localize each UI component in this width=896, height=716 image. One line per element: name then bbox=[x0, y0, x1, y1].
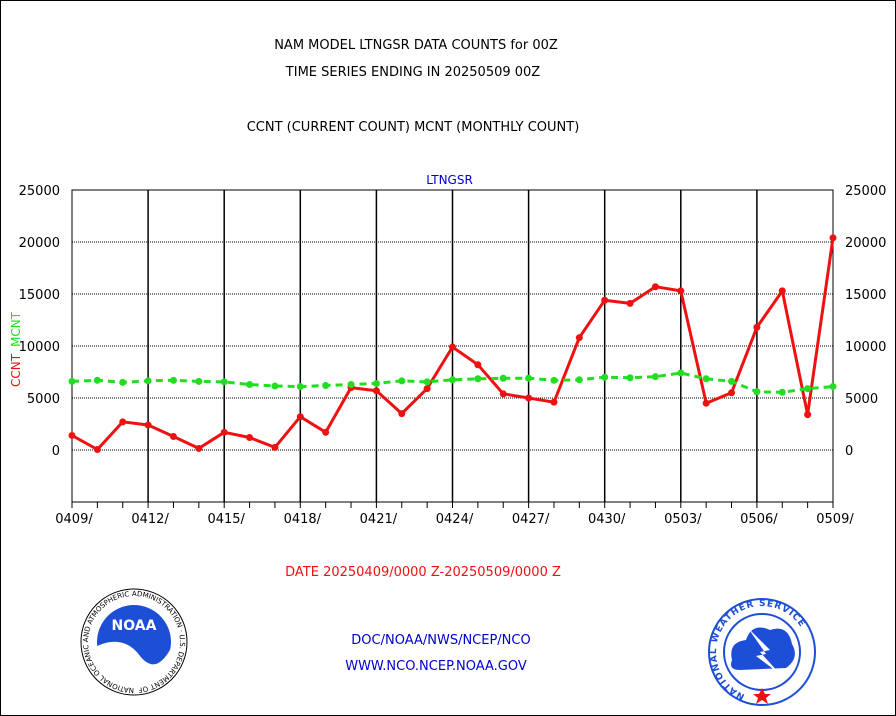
data-point-ccnt bbox=[398, 410, 406, 418]
y-tick-label-left: 0 bbox=[52, 444, 60, 459]
data-point-ccnt bbox=[246, 434, 254, 442]
data-point-ccnt bbox=[702, 399, 710, 407]
x-tick-label: 0506/ bbox=[740, 512, 778, 527]
data-point-ccnt bbox=[829, 234, 837, 242]
data-point-mcnt bbox=[651, 373, 659, 381]
data-point-mcnt bbox=[347, 380, 355, 388]
noaa-logo-bird bbox=[96, 641, 171, 685]
chart-subtitle: CCNT (CURRENT COUNT) MCNT (MONTHLY COUNT… bbox=[246, 120, 580, 135]
data-point-ccnt bbox=[220, 428, 228, 436]
data-point-mcnt bbox=[220, 378, 228, 386]
y-tick-label-left: 25000 bbox=[19, 184, 60, 199]
data-point-ccnt bbox=[271, 443, 279, 451]
data-point-ccnt bbox=[296, 413, 304, 421]
data-point-ccnt bbox=[93, 445, 101, 453]
data-point-mcnt bbox=[778, 388, 786, 396]
data-point-ccnt bbox=[68, 431, 76, 439]
y-tick-label-right: 10000 bbox=[845, 340, 886, 355]
x-tick-label: 0424/ bbox=[436, 512, 474, 527]
y-tick-label-right: 15000 bbox=[845, 288, 886, 303]
data-point-ccnt bbox=[169, 432, 177, 440]
data-point-ccnt bbox=[372, 387, 380, 395]
data-point-mcnt bbox=[525, 374, 533, 382]
data-point-mcnt bbox=[144, 377, 152, 385]
y-tick-label-right: 20000 bbox=[845, 236, 886, 251]
x-tick-label: 0412/ bbox=[131, 512, 169, 527]
y-tick-label-right: 25000 bbox=[845, 184, 886, 199]
data-point-mcnt bbox=[626, 374, 634, 382]
data-point-mcnt bbox=[449, 376, 456, 384]
data-point-mcnt bbox=[575, 376, 583, 384]
x-tick-label: 0427/ bbox=[512, 512, 550, 527]
y-axis-label: CCNT MCNT bbox=[9, 311, 23, 387]
data-point-ccnt bbox=[575, 334, 583, 342]
data-point-ccnt bbox=[322, 428, 330, 436]
data-point-ccnt bbox=[601, 296, 609, 304]
data-point-mcnt bbox=[246, 380, 254, 388]
y-tick-label-left: 10000 bbox=[19, 340, 60, 355]
data-point-ccnt bbox=[753, 323, 761, 331]
data-point-mcnt bbox=[474, 375, 482, 383]
data-point-ccnt bbox=[474, 361, 482, 369]
data-point-mcnt bbox=[829, 383, 837, 391]
data-point-mcnt bbox=[322, 382, 330, 390]
nws-logo-star bbox=[753, 688, 771, 704]
data-point-ccnt bbox=[449, 343, 456, 351]
data-point-mcnt bbox=[804, 385, 812, 393]
plot-title: LTNGSR bbox=[426, 173, 473, 187]
website-label: WWW.NCO.NCEP.NOAA.GOV bbox=[345, 659, 527, 674]
x-tick-label: 0430/ bbox=[588, 512, 626, 527]
data-point-ccnt bbox=[144, 421, 152, 429]
date-range-label: DATE 20250409/0000 Z-20250509/0000 Z bbox=[285, 565, 561, 580]
chart-title-line1: NAM MODEL LTNGSR DATA COUNTS for 00Z bbox=[274, 38, 558, 53]
x-tick-label: 0409/ bbox=[55, 512, 93, 527]
data-point-mcnt bbox=[499, 374, 507, 382]
data-point-mcnt bbox=[372, 379, 380, 387]
x-tick-label: 0415/ bbox=[207, 512, 245, 527]
chart-title-line2: TIME SERIES ENDING IN 20250509 00Z bbox=[285, 65, 541, 80]
y-tick-label-left: 20000 bbox=[19, 236, 60, 251]
data-point-mcnt bbox=[753, 388, 761, 396]
data-point-mcnt bbox=[195, 377, 203, 385]
x-tick-label: 0418/ bbox=[284, 512, 322, 527]
data-point-mcnt bbox=[550, 376, 558, 384]
data-point-mcnt bbox=[296, 383, 304, 391]
x-tick-label: 0503/ bbox=[664, 512, 702, 527]
data-point-mcnt bbox=[119, 378, 127, 386]
x-tick-label: 0421/ bbox=[360, 512, 398, 527]
y-axis-label-ccnt: CCNT bbox=[9, 353, 23, 387]
y-axis-label-mcnt: MCNT bbox=[9, 311, 23, 347]
data-point-ccnt bbox=[626, 299, 634, 307]
x-tick-label: 0509/ bbox=[816, 512, 854, 527]
nws-logo-lightning bbox=[748, 628, 780, 674]
data-point-ccnt bbox=[119, 418, 127, 426]
data-point-mcnt bbox=[398, 377, 406, 385]
y-tick-label-right: 0 bbox=[845, 444, 853, 459]
data-point-mcnt bbox=[677, 369, 685, 377]
org-label: DOC/NOAA/NWS/NCEP/NCO bbox=[351, 633, 531, 648]
data-point-mcnt bbox=[728, 377, 736, 385]
data-point-ccnt bbox=[195, 444, 203, 452]
data-point-ccnt bbox=[778, 287, 786, 295]
data-point-ccnt bbox=[550, 398, 558, 406]
data-point-mcnt bbox=[169, 376, 177, 384]
data-point-mcnt bbox=[702, 375, 710, 383]
data-point-ccnt bbox=[499, 390, 507, 398]
data-point-ccnt bbox=[423, 385, 431, 393]
data-point-mcnt bbox=[68, 377, 76, 385]
data-point-mcnt bbox=[601, 373, 609, 381]
data-point-ccnt bbox=[804, 411, 812, 419]
data-point-ccnt bbox=[651, 283, 659, 291]
data-point-ccnt bbox=[525, 394, 533, 402]
y-tick-label-right: 5000 bbox=[845, 392, 878, 407]
data-point-mcnt bbox=[423, 378, 431, 386]
y-tick-label-left: 15000 bbox=[19, 288, 60, 303]
y-tick-label-left: 5000 bbox=[27, 392, 60, 407]
noaa-logo-text: NOAA bbox=[112, 618, 157, 634]
data-point-mcnt bbox=[271, 382, 279, 390]
data-point-mcnt bbox=[93, 376, 101, 384]
data-point-ccnt bbox=[728, 389, 736, 397]
data-point-ccnt bbox=[677, 287, 685, 295]
